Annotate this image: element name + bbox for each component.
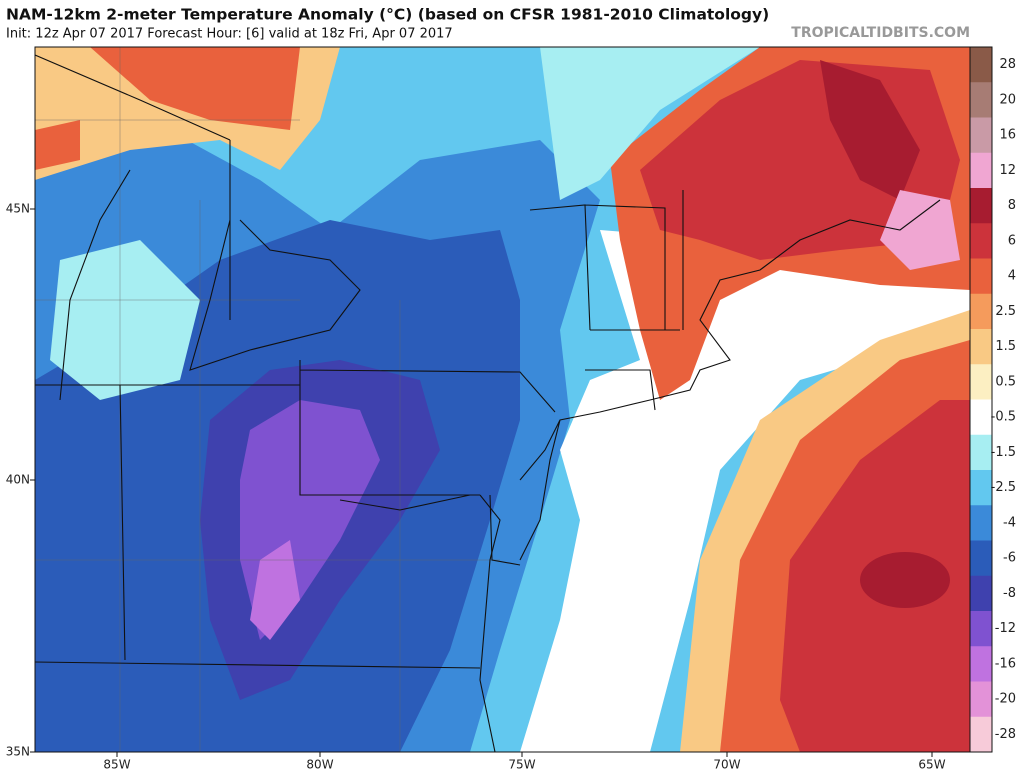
lat-label: 45N	[6, 202, 30, 216]
colorbar-segment	[970, 399, 992, 436]
title: NAM-12km 2-meter Temperature Anomaly (°C…	[6, 6, 769, 24]
map	[34, 46, 971, 753]
watermark: TROPICALTIDBITS.COM	[791, 25, 970, 41]
colorbar-segment	[970, 716, 992, 753]
colorbar-segment	[970, 82, 992, 118]
colorbar-label: 28	[999, 57, 1016, 72]
colorbar-label: -20	[995, 692, 1016, 707]
colorbar-segment	[970, 329, 992, 365]
colorbar-label: 20	[999, 92, 1016, 107]
colorbar-label: -6	[1003, 551, 1016, 566]
colorbar-segment	[970, 611, 992, 647]
colorbar-segment	[970, 117, 992, 154]
colorbar-label: -8	[1003, 586, 1016, 601]
colorbar-segment	[970, 223, 992, 259]
lon-label: 65W	[918, 758, 945, 772]
subtitle: Init: 12z Apr 07 2017 Forecast Hour: [6]…	[6, 27, 453, 42]
colorbar-segment	[970, 47, 992, 83]
colorbar-segment	[970, 258, 992, 295]
colorbar-segment	[970, 575, 992, 612]
colorbar-label: 4	[1008, 269, 1016, 284]
colorbar-label: 0.5	[995, 374, 1016, 389]
colorbar-label: -28	[995, 727, 1016, 742]
colorbar-frame	[969, 46, 993, 753]
colorbar-segment	[970, 646, 992, 682]
colorbar-label: -16	[995, 656, 1016, 671]
colorbar-segment	[970, 293, 992, 330]
colorbar-segment	[970, 152, 992, 189]
lat-label: 40N	[6, 473, 30, 487]
colorbar-label: 1.5	[995, 339, 1016, 354]
colorbar-segment	[970, 681, 992, 718]
lon-label: 75W	[508, 758, 535, 772]
colorbar-segment	[970, 505, 992, 541]
colorbar-label: 12	[999, 163, 1016, 178]
lon-label: 85W	[103, 758, 130, 772]
colorbar-segment	[970, 470, 992, 506]
colorbar-label: -2.5	[991, 480, 1016, 495]
colorbar-label: -4	[1003, 515, 1016, 530]
colorbar-segment	[970, 540, 992, 577]
colorbar-segment	[970, 188, 992, 224]
colorbar-segment	[970, 434, 992, 471]
colorbar-label: 8	[1008, 198, 1016, 213]
lon-label: 80W	[306, 758, 333, 772]
colorbar-segment	[970, 364, 992, 400]
lon-label: 70W	[713, 758, 740, 772]
colorbar-label: -0.5	[991, 410, 1016, 425]
colorbar-label: -1.5	[991, 445, 1016, 460]
colorbar-label: 2.5	[995, 304, 1016, 319]
colorbar-label: -12	[995, 621, 1016, 636]
colorbar-label: 6	[1008, 233, 1016, 248]
colorbar-label: 16	[999, 128, 1016, 143]
lat-label: 35N	[6, 745, 30, 759]
